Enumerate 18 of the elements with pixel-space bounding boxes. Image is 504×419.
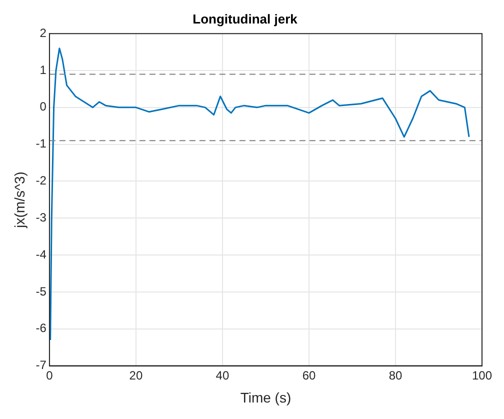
y-tick-label: -5 [36,284,47,298]
y-tick-label: 1 [40,62,47,77]
chart-title: Longitudinal jerk [192,11,298,26]
y-tick-label: -6 [36,321,47,336]
x-tick-label: 60 [302,368,316,382]
x-tick-label: 20 [129,368,143,382]
y-tick-label: -1 [36,136,47,151]
y-tick-label: -3 [36,210,47,224]
x-axis-title: Time (s) [240,389,292,406]
y-tick-label: -2 [36,174,47,188]
y-tick-label: 0 [40,100,47,114]
x-tick-label: 40 [216,368,230,382]
x-tick-label: 80 [388,368,402,382]
x-tick-label: 100 [472,368,492,382]
y-axis-title: jx(m/s^3) [11,172,28,229]
y-tick-label: -7 [36,358,47,372]
y-tick-label: -4 [36,247,47,262]
y-tick-label: 2 [40,26,47,40]
